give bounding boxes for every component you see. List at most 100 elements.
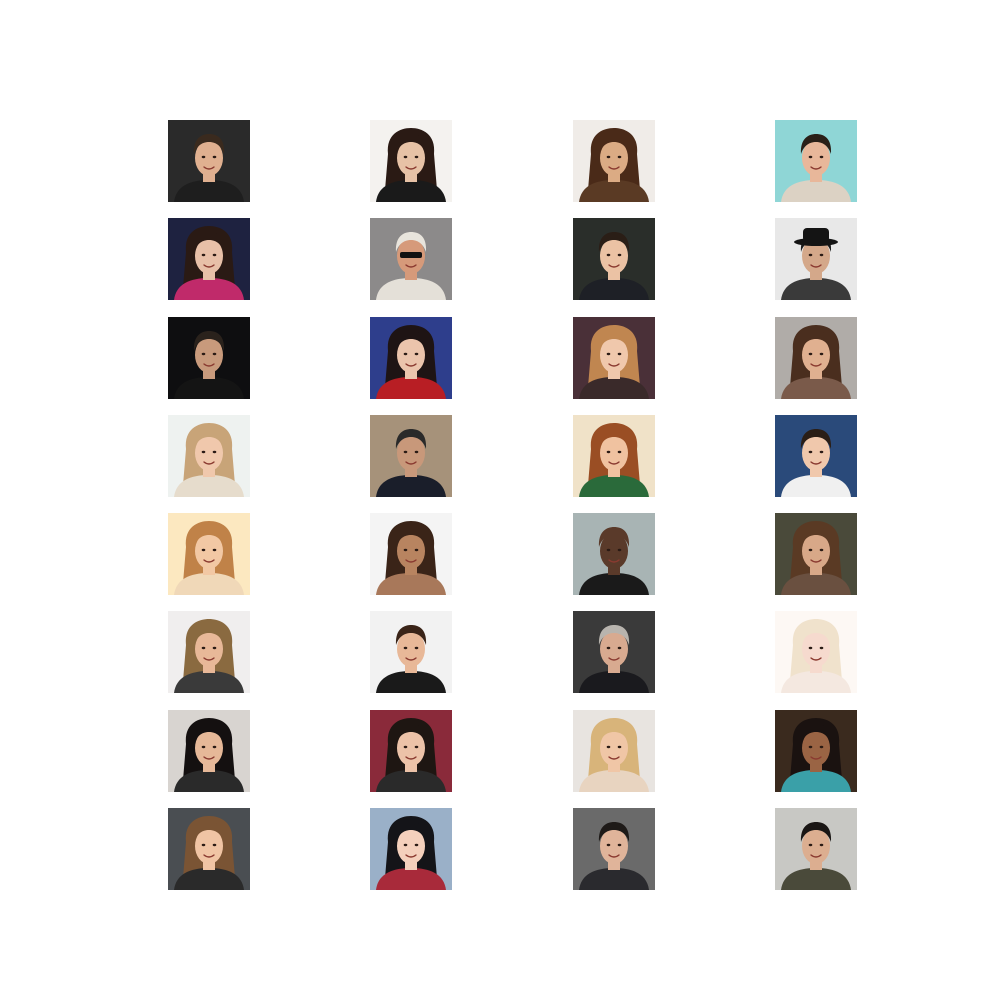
mouth bbox=[810, 461, 822, 465]
hair-top bbox=[598, 134, 630, 154]
face-thumbnail bbox=[370, 120, 452, 202]
hair-top bbox=[800, 625, 832, 645]
shoulders bbox=[579, 770, 649, 792]
face bbox=[195, 631, 223, 667]
face-thumbnail bbox=[168, 611, 250, 693]
face bbox=[195, 828, 223, 864]
shoulders bbox=[781, 868, 851, 890]
right-eye bbox=[819, 843, 824, 847]
left-eye bbox=[808, 450, 813, 454]
face bbox=[195, 238, 223, 274]
right-eye bbox=[414, 548, 419, 552]
face bbox=[397, 828, 425, 864]
hair-top bbox=[598, 331, 630, 351]
face-thumbnail bbox=[168, 808, 250, 890]
left-eye bbox=[201, 352, 206, 356]
face-thumbnail bbox=[168, 120, 250, 202]
shoulders bbox=[174, 573, 244, 595]
face-image bbox=[573, 513, 655, 595]
face-image bbox=[573, 317, 655, 399]
face-image bbox=[370, 120, 452, 202]
hair-top bbox=[598, 724, 630, 744]
face bbox=[802, 337, 830, 373]
face-image bbox=[168, 317, 250, 399]
face-image bbox=[573, 808, 655, 890]
mouth bbox=[203, 264, 215, 268]
left-eye bbox=[606, 843, 611, 847]
shoulders bbox=[376, 573, 446, 595]
face-thumbnail bbox=[573, 415, 655, 497]
right-eye bbox=[414, 352, 419, 356]
face-image bbox=[573, 611, 655, 693]
face-thumbnail bbox=[168, 218, 250, 300]
right-eye bbox=[414, 646, 419, 650]
left-eye bbox=[808, 253, 813, 257]
mouth bbox=[405, 756, 417, 760]
left-eye bbox=[201, 253, 206, 257]
mouth bbox=[608, 363, 620, 367]
right-eye bbox=[212, 548, 217, 552]
right-eye bbox=[819, 155, 824, 159]
shoulders bbox=[781, 278, 851, 300]
mouth bbox=[405, 461, 417, 465]
face-thumbnail bbox=[573, 317, 655, 399]
hair-top bbox=[395, 429, 427, 449]
hair-top bbox=[395, 724, 427, 744]
mouth bbox=[203, 756, 215, 760]
right-eye bbox=[617, 843, 622, 847]
face-thumbnail bbox=[370, 611, 452, 693]
mouth bbox=[203, 657, 215, 661]
face bbox=[802, 533, 830, 569]
right-eye bbox=[617, 745, 622, 749]
face bbox=[600, 828, 628, 864]
hair-top bbox=[800, 134, 832, 154]
face-thumbnail bbox=[573, 710, 655, 792]
shoulders bbox=[376, 770, 446, 792]
left-eye bbox=[808, 155, 813, 159]
right-eye bbox=[819, 548, 824, 552]
right-eye bbox=[212, 155, 217, 159]
face bbox=[802, 828, 830, 864]
face-thumbnail bbox=[775, 317, 857, 399]
mouth bbox=[810, 363, 822, 367]
face bbox=[600, 631, 628, 667]
mouth bbox=[608, 854, 620, 858]
right-eye bbox=[617, 155, 622, 159]
mouth bbox=[203, 461, 215, 465]
face bbox=[600, 337, 628, 373]
hair-top bbox=[598, 625, 630, 645]
left-eye bbox=[403, 745, 408, 749]
right-eye bbox=[617, 548, 622, 552]
left-eye bbox=[606, 352, 611, 356]
left-eye bbox=[403, 155, 408, 159]
sunglasses bbox=[400, 252, 422, 258]
face bbox=[195, 533, 223, 569]
right-eye bbox=[414, 843, 419, 847]
shoulders bbox=[376, 180, 446, 202]
shoulders bbox=[579, 573, 649, 595]
shoulders bbox=[376, 377, 446, 399]
hair-top bbox=[193, 625, 225, 645]
right-eye bbox=[819, 253, 824, 257]
left-eye bbox=[201, 646, 206, 650]
hair-top bbox=[193, 724, 225, 744]
shoulders bbox=[579, 868, 649, 890]
hair-top bbox=[193, 134, 225, 154]
hair-top bbox=[193, 429, 225, 449]
hair-top bbox=[598, 527, 630, 547]
right-eye bbox=[212, 450, 217, 454]
hat-crown bbox=[803, 228, 829, 242]
face bbox=[397, 631, 425, 667]
left-eye bbox=[403, 843, 408, 847]
hair-top bbox=[598, 429, 630, 449]
right-eye bbox=[819, 745, 824, 749]
right-eye bbox=[212, 745, 217, 749]
face-thumbnail bbox=[370, 513, 452, 595]
face-thumbnail bbox=[370, 317, 452, 399]
left-eye bbox=[606, 450, 611, 454]
right-eye bbox=[819, 646, 824, 650]
mouth bbox=[810, 166, 822, 170]
face-image bbox=[168, 513, 250, 595]
face-thumbnail bbox=[775, 513, 857, 595]
